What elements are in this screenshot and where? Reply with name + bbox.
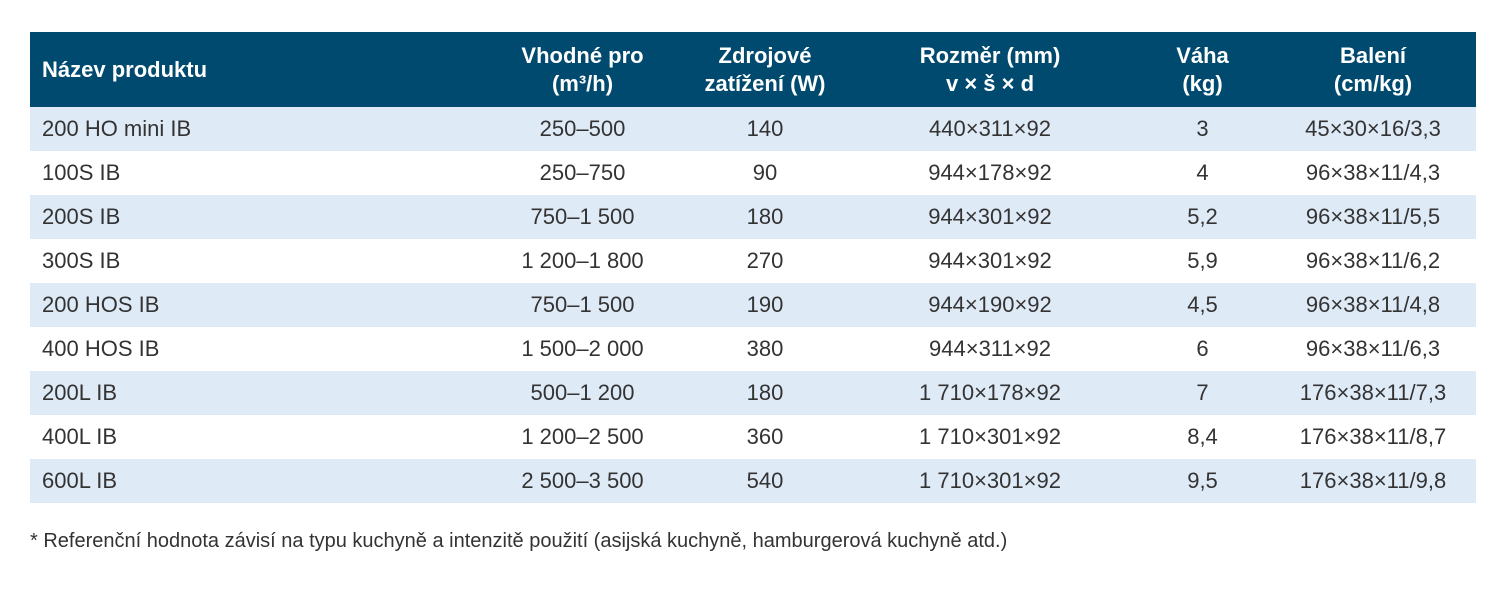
- cell-dimensions: 944×311×92: [929, 336, 1051, 361]
- cell-power-load: 180: [746, 380, 784, 405]
- cell-power-load: 380: [746, 336, 784, 361]
- cell-suitable-for: 1 200–1 800: [521, 248, 644, 273]
- header-suitable-for: Vhodné pro (m³/h): [521, 42, 644, 96]
- cell-product-name: 300S IB: [42, 248, 121, 273]
- cell-suitable-for: 1 500–2 000: [521, 336, 644, 361]
- table-row: 200 HOS IB 750–1 500 190 944×190×92 4,5 96×38…: [30, 283, 1476, 327]
- cell-weight: 4,5: [1187, 292, 1218, 317]
- cell-suitable-for: 500–1 200: [530, 380, 635, 405]
- cell-suitable-for: 2 500–3 500: [521, 468, 644, 493]
- cell-packaging: 176×38×11/8,7: [1299, 424, 1447, 449]
- table-row: 200L IB 500–1 200 180 1 710×178×92 7 176×38×1…: [30, 371, 1476, 415]
- table-row: 200S IB 750–1 500 180 944×301×92 5,2 96×38×11…: [30, 195, 1476, 239]
- cell-dimensions: 1 710×301×92: [919, 424, 1061, 449]
- cell-suitable-for: 250–500: [539, 116, 626, 141]
- table-row: 300S IB 1 200–1 800 270 944×301×92 5,9 96×38×…: [30, 239, 1476, 283]
- header-weight: Váha (kg): [1176, 42, 1229, 96]
- cell-dimensions: 944×301×92: [928, 248, 1052, 273]
- cell-suitable-for: 750–1 500: [530, 204, 635, 229]
- cell-packaging: 176×38×11/7,3: [1299, 380, 1447, 405]
- cell-packaging: 96×38×11/4,3: [1305, 160, 1441, 185]
- table-row: 400L IB 1 200–2 500 360 1 710×301×92 8,4 176×…: [30, 415, 1476, 459]
- product-table-container: Název produktu Vhodné pro (m³/h) Zdrojov…: [30, 32, 1476, 503]
- cell-packaging: 96×38×11/6,3: [1305, 336, 1441, 361]
- cell-product-name: 200 HO mini IB: [42, 116, 192, 141]
- cell-dimensions: 944×178×92: [928, 160, 1052, 185]
- cell-power-load: 190: [746, 292, 784, 317]
- cell-weight: 5,9: [1187, 248, 1218, 273]
- cell-weight: 3: [1196, 116, 1209, 141]
- footnote: * Referenční hodnota závisí na typu kuch…: [30, 530, 1008, 552]
- cell-power-load: 270: [746, 248, 784, 273]
- cell-dimensions: 944×190×92: [928, 292, 1052, 317]
- table-row: 200 HO mini IB 250–500 140 440×311×92 3 45×30…: [30, 107, 1476, 151]
- cell-product-name: 200L IB: [42, 380, 118, 405]
- cell-suitable-for: 750–1 500: [530, 292, 635, 317]
- cell-packaging: 96×38×11/5,5: [1305, 204, 1441, 229]
- cell-dimensions: 1 710×301×92: [919, 468, 1061, 493]
- table-row: 400 HOS IB 1 500–2 000 380 944×311×92 6 96×38…: [30, 327, 1476, 371]
- cell-weight: 6: [1196, 336, 1209, 361]
- cell-product-name: 200 HOS IB: [42, 292, 160, 317]
- table-row: 600L IB 2 500–3 500 540 1 710×301×92 9,5 176×…: [30, 459, 1476, 503]
- cell-power-load: 140: [746, 116, 784, 141]
- cell-weight: 5,2: [1187, 204, 1218, 229]
- cell-power-load: 540: [746, 468, 784, 493]
- table-body: 200 HO mini IB 250–500 140 440×311×92 3 45×30…: [30, 107, 1476, 503]
- cell-weight: 9,5: [1187, 468, 1218, 493]
- cell-power-load: 180: [746, 204, 784, 229]
- cell-suitable-for: 1 200–2 500: [521, 424, 644, 449]
- cell-weight: 8,4: [1187, 424, 1218, 449]
- product-table: Název produktu Vhodné pro (m³/h) Zdrojov…: [30, 32, 1476, 503]
- cell-packaging: 45×30×16/3,3: [1305, 116, 1441, 141]
- cell-product-name: 400 HOS IB: [42, 336, 160, 361]
- cell-suitable-for: 250–750: [539, 160, 626, 185]
- cell-product-name: 600L IB: [42, 468, 118, 493]
- cell-power-load: 90: [752, 160, 778, 185]
- cell-dimensions: 440×311×92: [929, 116, 1051, 141]
- table-header-row: Název produktu Vhodné pro (m³/h) Zdrojov…: [30, 32, 1476, 107]
- cell-power-load: 360: [746, 424, 784, 449]
- cell-product-name: 100S IB: [42, 160, 121, 185]
- cell-weight: 4: [1196, 160, 1209, 185]
- cell-product-name: 400L IB: [42, 424, 118, 449]
- cell-dimensions: 1 710×178×92: [919, 380, 1061, 405]
- header-dimensions: Rozměr (mm) v × š × d: [919, 42, 1061, 96]
- cell-weight: 7: [1196, 380, 1209, 405]
- cell-packaging: 96×38×11/6,2: [1305, 248, 1441, 273]
- cell-packaging: 176×38×11/9,8: [1299, 468, 1447, 493]
- cell-dimensions: 944×301×92: [928, 204, 1052, 229]
- header-power-load: Zdrojové zatížení (W): [704, 42, 826, 96]
- cell-packaging: 96×38×11/4,8: [1305, 292, 1441, 317]
- header-packaging: Balení (cm/kg): [1333, 42, 1413, 96]
- header-product-name: Název produktu: [42, 56, 208, 82]
- cell-product-name: 200S IB: [42, 204, 121, 229]
- table-row: 100S IB 250–750 90 944×178×92 4 96×38×11/4,3: [30, 151, 1476, 195]
